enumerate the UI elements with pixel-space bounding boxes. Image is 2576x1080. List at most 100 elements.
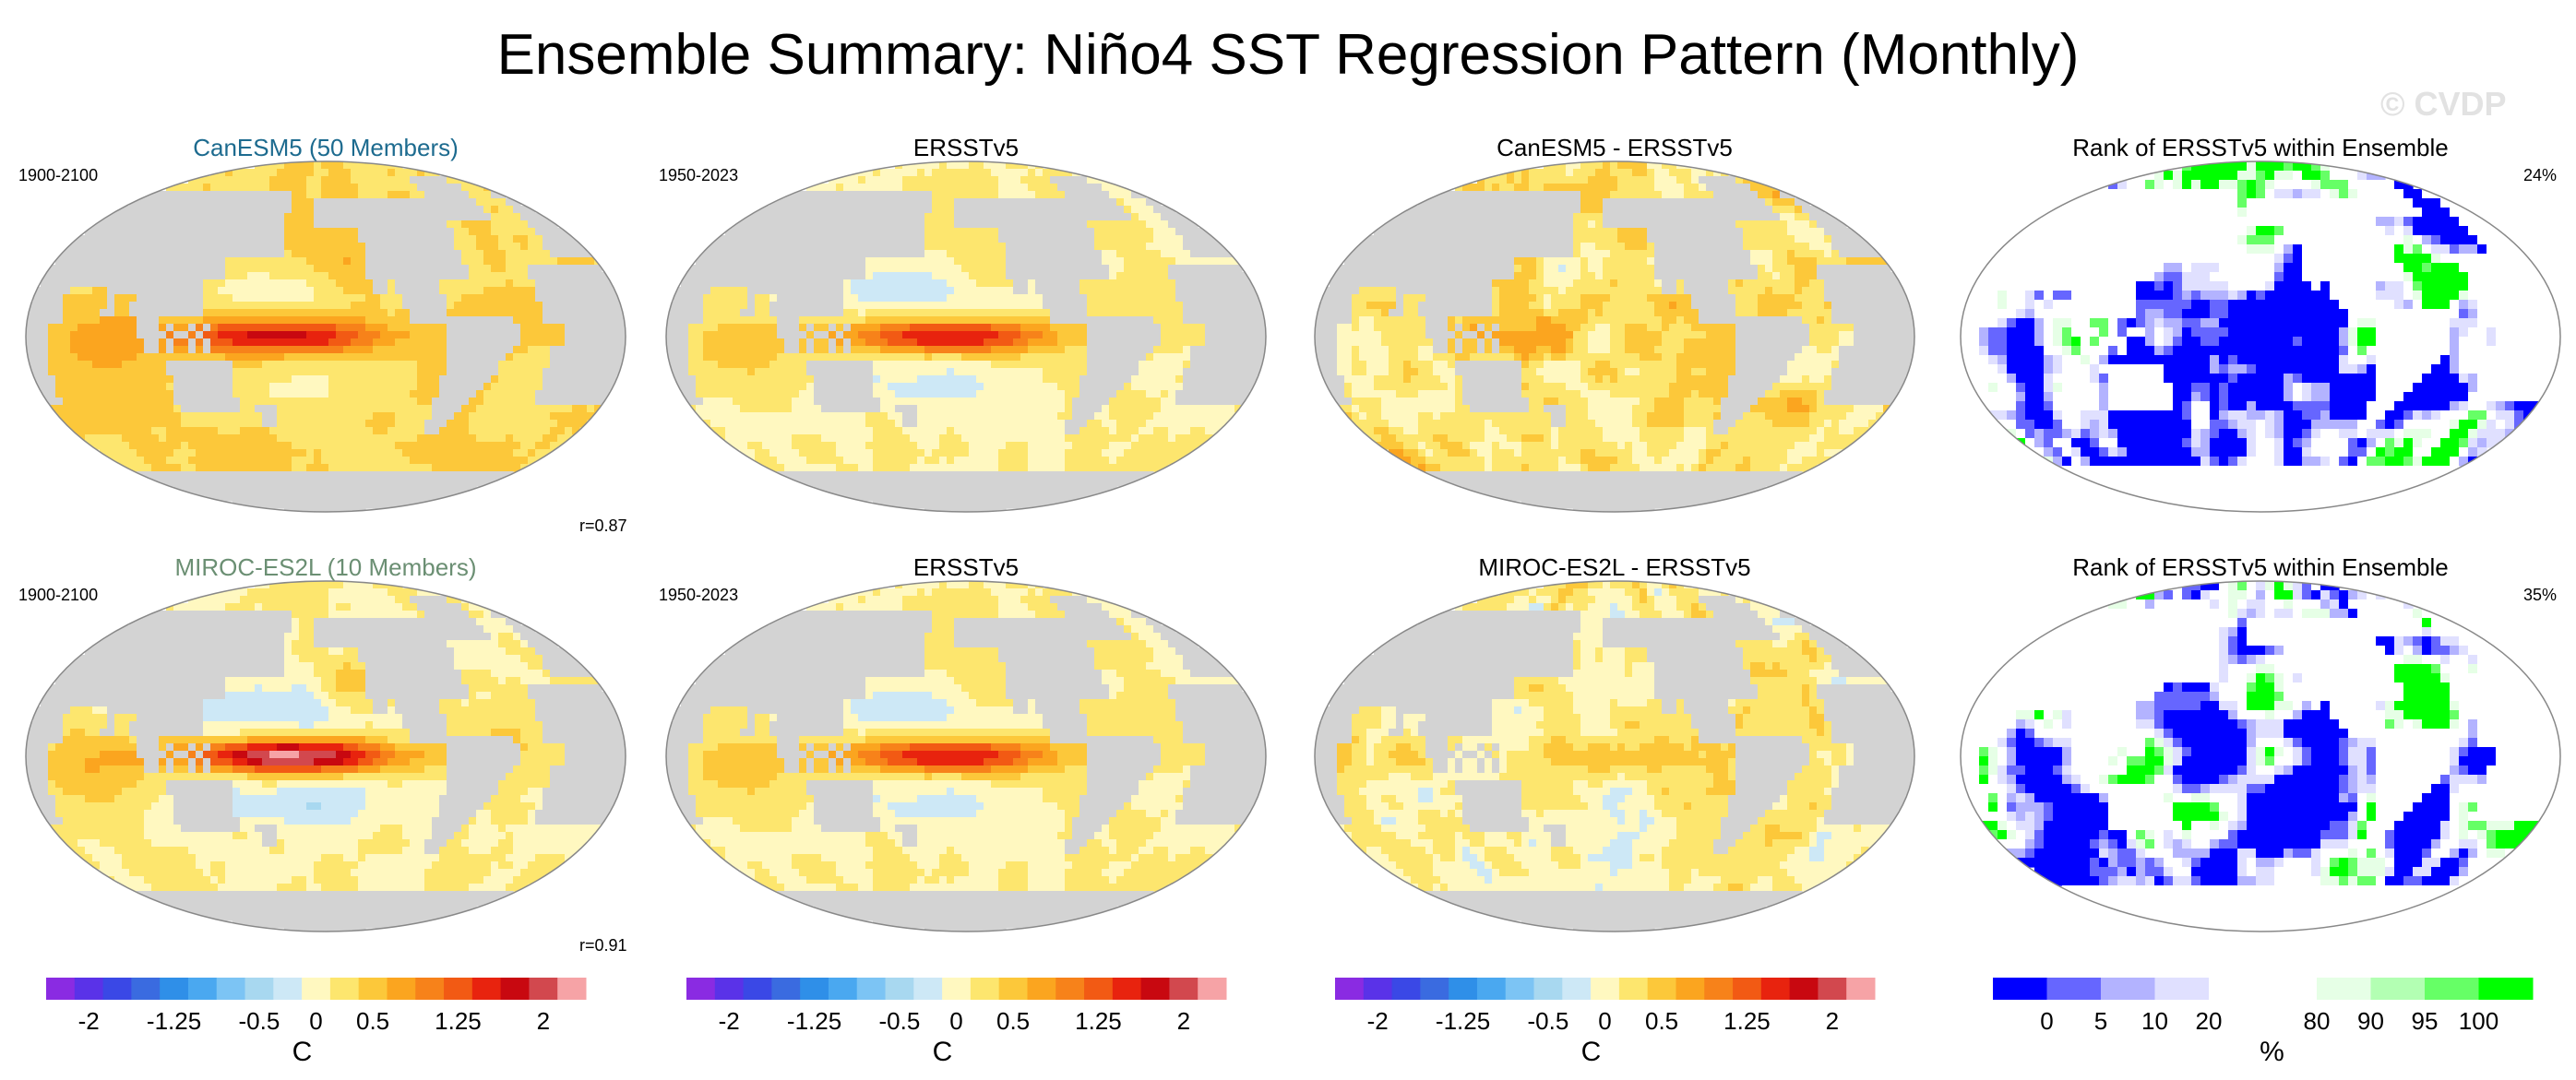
colorbar-swatch	[1591, 978, 1620, 1000]
colorbar-swatch	[2317, 978, 2371, 1000]
colorbar-tick-label: 1.25	[1723, 1007, 1771, 1035]
colorbar-tick-label: -1.25	[147, 1007, 201, 1035]
map-outline-icon	[665, 160, 1267, 513]
colorbar-swatch	[444, 978, 473, 1000]
colorbar-tick-label: 1.25	[435, 1007, 482, 1035]
cvdp-watermark: © CVDP	[2380, 85, 2507, 124]
colorbar-tick-label: 100	[2459, 1007, 2498, 1035]
colorbar-tick-label: 1.25	[1075, 1007, 1122, 1035]
colorbar-swatch	[856, 978, 887, 1000]
map-outline-icon	[1960, 160, 2561, 513]
map-outline-icon	[1314, 160, 1915, 513]
colorbar-tick-label: 90	[2357, 1007, 2384, 1035]
colorbar-swatch	[1140, 978, 1170, 1000]
colorbar-swatch	[942, 978, 972, 1000]
colorbar-swatch	[1676, 978, 1705, 1000]
colorbar-swatch	[187, 978, 218, 1000]
colorbar-swatch	[1818, 978, 1847, 1000]
colorbar-swatch	[131, 978, 161, 1000]
colorbar-tick-label: 0	[949, 1007, 962, 1035]
colorbar-tick-label: 80	[2304, 1007, 2331, 1035]
figure-title: Ensemble Summary: Niño4 SST Regression P…	[0, 20, 2576, 90]
colorbar: -2 -1.25 -0.5 0 0.5 1.25 2 C	[46, 978, 587, 1067]
colorbar-swatch	[1733, 978, 1762, 1000]
map-panel-model	[25, 580, 626, 932]
colorbar-unit-label: %	[2260, 1037, 2284, 1067]
map-outline-icon	[25, 160, 626, 513]
colorbar-tick-label: 2	[537, 1007, 550, 1035]
colorbar-swatch	[160, 978, 189, 1000]
colorbar-swatch	[273, 978, 303, 1000]
colorbar: -2 -1.25 -0.5 0 0.5 1.25 2 C	[1335, 978, 1876, 1067]
panel-title: Rank of ERSSTv5 within Ensemble	[1961, 553, 2560, 582]
colorbar-tick-label: 0	[1598, 1007, 1611, 1035]
panel-title: CanESM5 (50 Members)	[26, 134, 626, 162]
panel-title: Rank of ERSSTv5 within Ensemble	[1961, 134, 2560, 162]
colorbar-swatch	[743, 978, 772, 1000]
colorbar-swatch	[2370, 978, 2426, 1000]
map-panel-obs	[665, 160, 1267, 513]
colorbar-swatch	[2101, 978, 2155, 1000]
colorbar-swatch	[885, 978, 914, 1000]
colorbar-unit-label: C	[1581, 1037, 1602, 1067]
colorbar-swatch	[358, 978, 388, 1000]
panel-title: ERSSTv5	[666, 134, 1266, 162]
colorbar-tick-label: 95	[2412, 1007, 2439, 1035]
map-panel-rank	[1960, 580, 2561, 932]
colorbar-tick-label: 2	[1177, 1007, 1190, 1035]
colorbar-swatch	[1789, 978, 1819, 1000]
panel-title: ERSSTv5	[666, 553, 1266, 582]
colorbar-swatch	[46, 978, 76, 1000]
colorbar-swatch	[1618, 978, 1649, 1000]
pattern-correlation-label: r=0.87	[579, 516, 627, 536]
colorbar-swatch	[1084, 978, 1114, 1000]
colorbar-swatch	[1993, 978, 2047, 1000]
colorbar-swatch	[302, 978, 331, 1000]
rank-percent-label: 35%	[2523, 586, 2557, 605]
colorbar-unit-label: C	[933, 1037, 953, 1067]
colorbar-swatch	[2425, 978, 2479, 1000]
colorbar-swatch	[244, 978, 274, 1000]
colorbar-tick-label: -2	[78, 1007, 100, 1035]
pattern-correlation-label: r=0.91	[579, 936, 627, 955]
colorbar-swatch	[1027, 978, 1056, 1000]
colorbar: 0 5 10 20 80 90 95 100%	[1993, 978, 2534, 1067]
colorbar-swatch	[471, 978, 502, 1000]
colorbar-swatch	[1562, 978, 1592, 1000]
colorbar-tick-label: 0.5	[356, 1007, 389, 1035]
colorbar-swatch	[714, 978, 745, 1000]
rank-percent-label: 24%	[2523, 166, 2557, 185]
colorbar-swatch	[529, 978, 558, 1000]
colorbar-swatch	[1449, 978, 1478, 1000]
colorbar-tick-label: -2	[1367, 1007, 1389, 1035]
colorbar-swatch	[1476, 978, 1507, 1000]
colorbar: -2 -1.25 -0.5 0 0.5 1.25 2 C	[686, 978, 1227, 1067]
colorbar-swatch	[216, 978, 246, 1000]
colorbar-unit-label: C	[292, 1037, 313, 1067]
colorbar-tick-label: -1.25	[1436, 1007, 1490, 1035]
period-label: 1900-2100	[18, 586, 98, 605]
map-panel-obs	[665, 580, 1267, 932]
map-outline-icon	[1960, 580, 2561, 932]
colorbar-swatch	[2154, 978, 2210, 1000]
colorbar-swatch	[828, 978, 858, 1000]
colorbar-tick-label: -0.5	[239, 1007, 280, 1035]
map-panel-diff	[1314, 580, 1915, 932]
colorbar-swatch	[1533, 978, 1563, 1000]
colorbar-swatch	[2262, 978, 2318, 1000]
colorbar-swatch	[1363, 978, 1393, 1000]
colorbar-swatch	[998, 978, 1028, 1000]
colorbar-swatch	[500, 978, 530, 1000]
period-label: 1950-2023	[659, 586, 738, 605]
colorbar-swatch	[329, 978, 360, 1000]
colorbar-swatch	[1055, 978, 1085, 1000]
colorbar-swatch	[686, 978, 716, 1000]
colorbar-swatch	[1760, 978, 1791, 1000]
panel-title: MIROC-ES2L (10 Members)	[26, 553, 626, 582]
map-outline-icon	[1314, 580, 1915, 932]
colorbar-tick-label: -0.5	[879, 1007, 921, 1035]
colorbar-swatch	[970, 978, 1000, 1000]
colorbar-tick-label: 20	[2196, 1007, 2223, 1035]
colorbar-swatch	[800, 978, 829, 1000]
colorbar-tick-label: 2	[1826, 1007, 1839, 1035]
